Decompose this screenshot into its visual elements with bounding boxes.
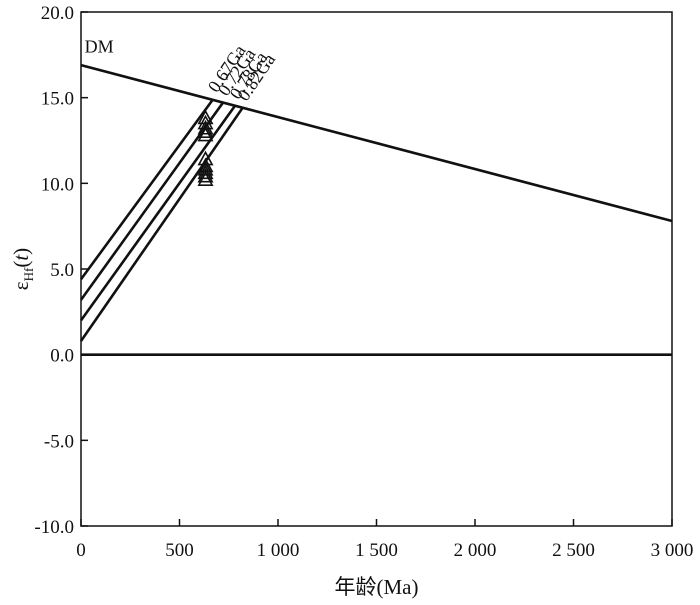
x-tick-label: 2 000 <box>454 540 497 561</box>
x-axis-ticks: 0 500 1 000 1 500 2 000 2 500 3 000 <box>76 519 693 561</box>
y-axis-ticks: -10.0 -5.0 0.0 5.0 10.0 15.0 20.0 <box>34 3 88 538</box>
y-tick-label: -5.0 <box>44 431 74 452</box>
data-point-triangle <box>197 160 214 176</box>
data-point-triangle <box>197 164 214 180</box>
line-0-78ga <box>79 105 236 322</box>
x-tick-label: 1 000 <box>257 540 300 561</box>
plot-lines <box>79 63 673 356</box>
data-point-triangle <box>197 126 214 142</box>
data-point-triangle <box>197 167 214 183</box>
data-point-triangle <box>197 171 214 186</box>
data-point-triangle <box>197 123 214 138</box>
y-tick-label: 0.0 <box>50 346 74 367</box>
x-tick-label: 3 000 <box>651 540 694 561</box>
y-tick-label: 15.0 <box>41 89 74 110</box>
plot-markers <box>197 109 214 186</box>
y-tick-label: 10.0 <box>41 174 74 195</box>
y-tick-label: 20.0 <box>41 3 74 24</box>
x-tick-label: 1 500 <box>355 540 398 561</box>
y-tick-label: 5.0 <box>50 260 74 281</box>
line-dm <box>80 63 673 223</box>
y-axis-title: εHf(t) <box>9 248 36 290</box>
annotation-label: DM <box>85 36 114 56</box>
x-tick-label: 500 <box>165 540 194 561</box>
y-tick-label: -10.0 <box>34 517 74 538</box>
line-0-82ga <box>79 107 244 342</box>
data-point-triangle <box>197 119 214 135</box>
line-0-67ga <box>79 98 215 281</box>
x-tick-label: 0 <box>76 540 86 561</box>
x-tick-label: 2 500 <box>552 540 595 561</box>
x-axis-title: 年龄(Ma) <box>335 575 419 599</box>
